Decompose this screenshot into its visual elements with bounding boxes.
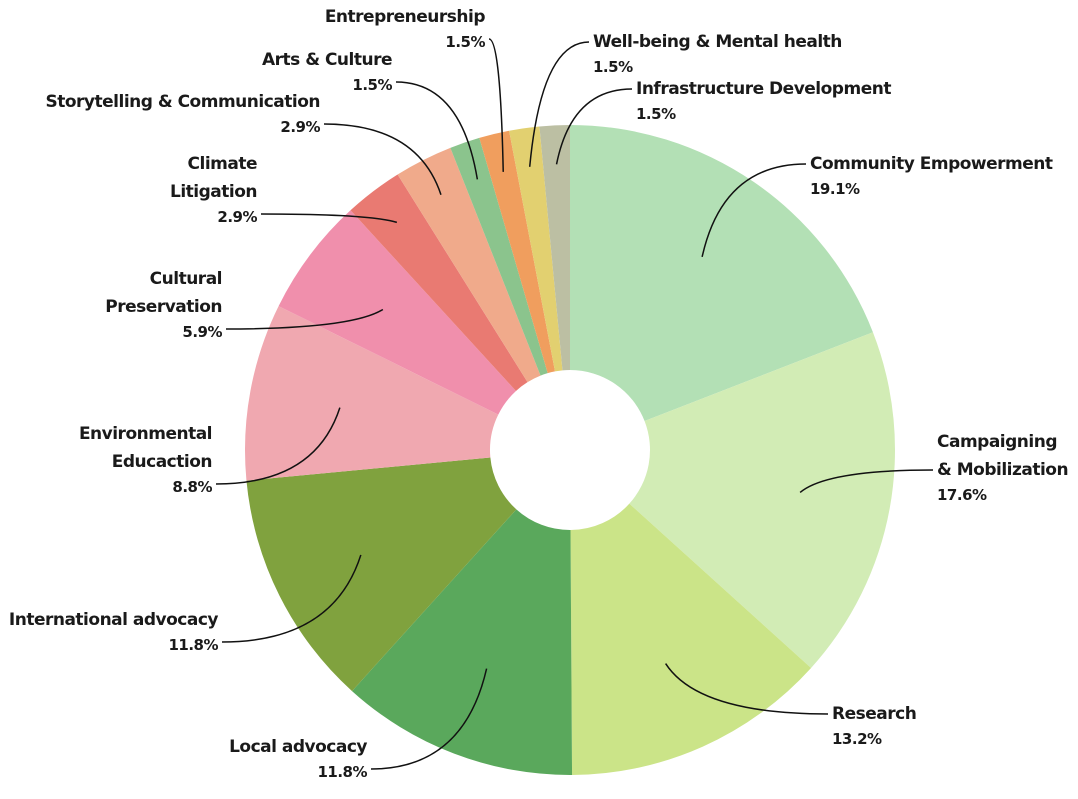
slice <box>539 125 570 371</box>
leader-line <box>395 81 479 180</box>
value-label: 1.5% <box>352 76 392 94</box>
slice <box>350 174 528 391</box>
slice-label: Local advocacy 11.8% <box>229 733 367 783</box>
slice <box>509 126 563 372</box>
leader-line <box>260 213 398 224</box>
category-name: Local advocacy <box>229 737 367 757</box>
value-label: 5.9% <box>182 323 222 341</box>
slice-label: Environmental Educaction 8.8% <box>78 420 213 498</box>
slice <box>246 457 517 692</box>
leader-line <box>555 88 633 165</box>
value-label: 17.6% <box>937 486 987 504</box>
slice-label: Climate Litigation 2.9% <box>170 150 258 228</box>
slice-label: Storytelling & Communication 2.9% <box>46 88 321 138</box>
leader-line <box>664 663 829 715</box>
slice <box>629 332 895 668</box>
slice-label: Community Empowerment 19.1% <box>810 150 1053 200</box>
leader-line <box>323 123 442 196</box>
category-name: International advocacy <box>8 610 219 630</box>
slice <box>397 147 541 383</box>
value-label: 2.9% <box>217 208 257 226</box>
category-name: Climate Litigation <box>170 154 258 202</box>
category-name: Environmental Educaction <box>78 424 213 472</box>
category-name: Research <box>832 704 917 724</box>
slice-label: Arts & Culture 1.5% <box>262 46 393 96</box>
slice-label: Research 13.2% <box>832 700 917 750</box>
value-label: 11.8% <box>168 636 218 654</box>
value-label: 1.5% <box>445 33 485 51</box>
category-name: Campaigning & Mobilization <box>937 432 1069 480</box>
slice-label: Cultural Preservation 5.9% <box>105 265 222 343</box>
slice <box>352 509 573 775</box>
value-label: 1.5% <box>593 58 633 76</box>
value-label: 13.2% <box>832 730 882 748</box>
slice-label: Entrepreneurship 1.5% <box>324 3 486 53</box>
leader-line <box>221 554 362 643</box>
category-name: Infrastructure Development <box>636 79 891 99</box>
category-name: Arts & Culture <box>262 50 393 70</box>
slice-label: Infrastructure Development 1.5% <box>636 75 891 125</box>
leader-line <box>701 163 807 258</box>
slice <box>570 503 812 775</box>
slice <box>570 125 873 422</box>
category-name: Cultural Preservation <box>105 269 222 317</box>
slice <box>450 137 548 376</box>
slice-label: International advocacy 11.8% <box>8 606 219 656</box>
category-name: Entrepreneurship <box>324 7 486 27</box>
leader-line <box>528 41 590 167</box>
value-label: 11.8% <box>317 763 367 781</box>
slice <box>278 210 516 415</box>
value-label: 2.9% <box>280 118 320 136</box>
value-label: 8.8% <box>172 478 212 496</box>
slice <box>245 306 499 481</box>
value-label: 19.1% <box>810 180 860 198</box>
slice-label: Campaigning & Mobilization 17.6% <box>937 428 1069 506</box>
leader-line <box>225 308 384 330</box>
category-name: Storytelling & Communication <box>45 92 321 112</box>
leader-line <box>488 38 504 172</box>
leader-line <box>215 407 341 485</box>
category-name: Well-being & Mental health <box>593 32 842 52</box>
slice <box>479 130 556 374</box>
leader-line <box>799 469 934 493</box>
category-name: Community Empowerment <box>810 154 1053 174</box>
slice-label: Well-being & Mental health 1.5% <box>593 28 842 78</box>
value-label: 1.5% <box>636 105 676 123</box>
leader-line <box>370 668 488 770</box>
